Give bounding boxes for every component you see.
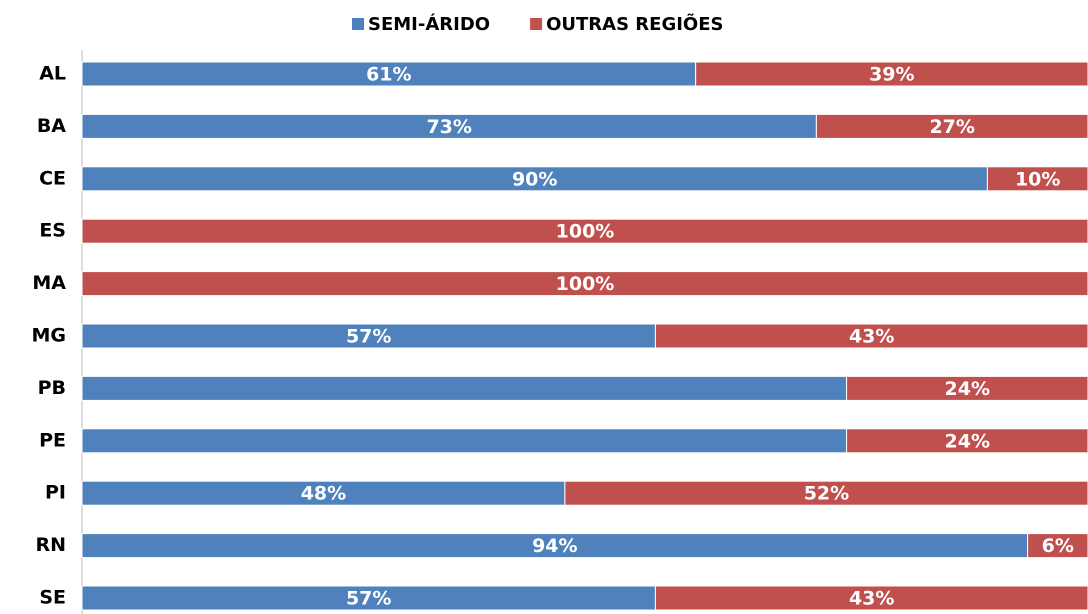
y-tick-label: CE: [39, 167, 66, 189]
data-label: 43%: [849, 588, 894, 610]
data-label: 43%: [849, 326, 894, 348]
data-label: 94%: [532, 535, 577, 557]
bar-segment: [654, 585, 1088, 611]
y-tick-label: BA: [37, 115, 66, 137]
y-tick-label: AL: [39, 63, 66, 85]
data-label: 48%: [301, 483, 346, 505]
y-tick-label: RN: [35, 534, 66, 556]
bar-segment: [81, 375, 848, 401]
data-label: 100%: [556, 273, 615, 295]
bar-segment: [846, 375, 1088, 401]
bar-segment: [986, 166, 1088, 192]
data-label: 39%: [869, 64, 914, 86]
y-tick-label: MA: [32, 272, 66, 294]
bar-segment: [695, 61, 1088, 87]
data-label: 24%: [945, 378, 990, 400]
bar-segment: [81, 428, 848, 454]
data-label: 100%: [556, 221, 615, 243]
data-label: 90%: [512, 168, 557, 190]
bar-segment: [81, 218, 1088, 244]
y-tick-label: PE: [39, 429, 66, 451]
bar-segment: [846, 428, 1088, 454]
bar-segment: [81, 113, 817, 139]
y-tick-label: MG: [31, 325, 66, 347]
legend-swatch: [530, 18, 543, 30]
y-tick-label: SE: [39, 587, 66, 609]
data-label: 61%: [366, 64, 411, 86]
bar-segment: [564, 480, 1088, 506]
bar-segment: [1027, 533, 1088, 559]
bar-segment: [815, 113, 1088, 139]
bar-segment: [81, 533, 1029, 559]
bar-segment: [81, 480, 566, 506]
bar-segment: [654, 323, 1088, 349]
y-tick-label: PB: [38, 377, 66, 399]
data-label: 52%: [804, 483, 849, 505]
y-tick-label: ES: [39, 220, 66, 242]
data-label: 24%: [945, 430, 990, 452]
y-tick-label: PI: [45, 482, 66, 504]
data-label: 57%: [346, 326, 391, 348]
bar-segment: [81, 585, 656, 611]
data-label: 27%: [929, 116, 974, 138]
legend-swatch: [352, 18, 364, 30]
legend-label: SEMI-ÁRIDO: [368, 13, 490, 35]
data-label: 73%: [426, 116, 471, 138]
data-label: 57%: [346, 588, 391, 610]
data-label: 6%: [1042, 535, 1074, 557]
legend-label: OUTRAS REGIÕES: [546, 12, 723, 35]
data-label: 10%: [1015, 168, 1060, 190]
bar-segment: [81, 271, 1088, 297]
